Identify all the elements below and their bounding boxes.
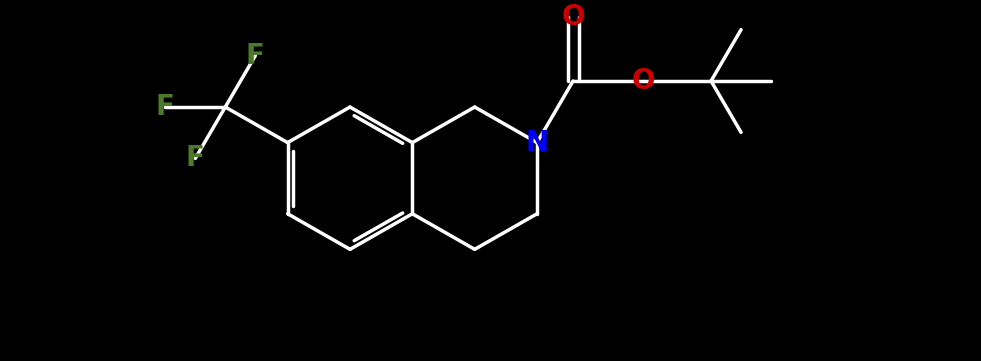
Text: N: N [526,129,548,157]
Text: F: F [246,42,265,70]
Text: O: O [632,67,654,95]
Text: F: F [156,93,175,121]
Text: F: F [185,144,205,173]
Text: O: O [561,3,585,31]
